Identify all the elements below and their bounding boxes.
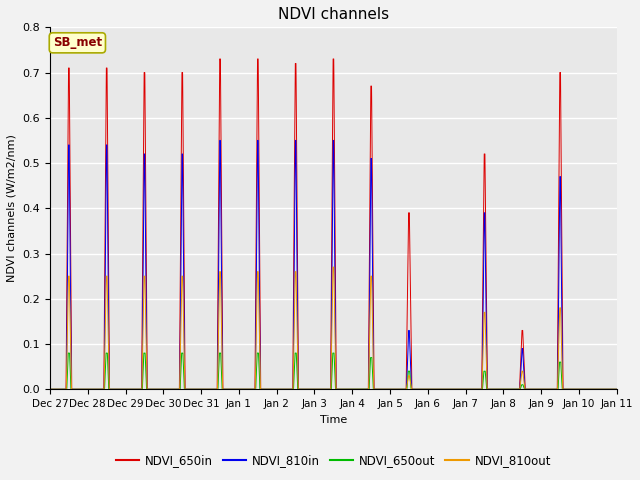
NDVI_810in [613, 386, 621, 392]
Line: NDVI_810in: NDVI_810in [50, 140, 617, 389]
NDVI_810out [168, 386, 175, 392]
NDVI_650in [259, 386, 266, 392]
Line: NDVI_650in: NDVI_650in [50, 59, 617, 389]
NDVI_810out [161, 386, 169, 392]
Line: NDVI_810out: NDVI_810out [50, 267, 617, 389]
NDVI_810in [492, 386, 500, 392]
NDVI_650out [611, 386, 619, 392]
NDVI_650in [611, 386, 619, 392]
NDVI_810in [216, 137, 223, 143]
NDVI_810out [412, 386, 420, 392]
NDVI_650in [168, 386, 175, 392]
Legend: NDVI_650in, NDVI_810in, NDVI_650out, NDVI_810out: NDVI_650in, NDVI_810in, NDVI_650out, NDV… [111, 449, 556, 472]
NDVI_810out [259, 386, 266, 392]
NDVI_650out [412, 386, 420, 392]
NDVI_650out [259, 386, 266, 392]
NDVI_810in [161, 386, 169, 392]
Y-axis label: NDVI channels (W/m2/nm): NDVI channels (W/m2/nm) [7, 134, 17, 282]
NDVI_650out [65, 350, 72, 356]
NDVI_650in [412, 386, 420, 392]
Title: NDVI channels: NDVI channels [278, 7, 389, 22]
NDVI_810in [611, 386, 619, 392]
Text: SB_met: SB_met [53, 36, 102, 49]
NDVI_650out [46, 386, 54, 392]
NDVI_650in [216, 56, 223, 62]
NDVI_650in [161, 386, 169, 392]
NDVI_650out [613, 386, 621, 392]
NDVI_650out [492, 386, 500, 392]
NDVI_810out [613, 386, 621, 392]
Line: NDVI_650out: NDVI_650out [50, 353, 617, 389]
NDVI_650in [492, 386, 500, 392]
NDVI_810out [492, 386, 500, 392]
NDVI_810in [46, 386, 54, 392]
NDVI_810in [168, 386, 175, 392]
NDVI_650out [161, 386, 169, 392]
NDVI_810in [412, 386, 420, 392]
NDVI_810out [329, 264, 337, 270]
NDVI_650in [613, 386, 621, 392]
NDVI_810in [259, 386, 266, 392]
X-axis label: Time: Time [320, 415, 347, 424]
NDVI_650out [168, 386, 175, 392]
NDVI_810out [46, 386, 54, 392]
NDVI_650in [46, 386, 54, 392]
NDVI_810out [611, 386, 619, 392]
